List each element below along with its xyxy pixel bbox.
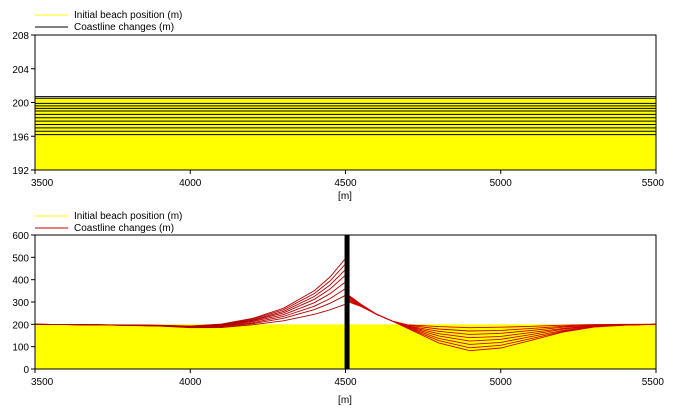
coastline-series-left	[34, 303, 346, 329]
x-axis-label: [m]	[338, 395, 352, 406]
legend-initial: Initial beach position (m)	[74, 10, 182, 21]
x-axis-label: [m]	[338, 191, 352, 202]
y-tick-label: 200	[12, 99, 29, 110]
groyne-structure	[344, 235, 350, 369]
bottom-chart: Initial beach position (m) Coastline cha…	[12, 211, 664, 406]
y-tick-label: 196	[12, 132, 29, 143]
y-tick-label: 400	[12, 276, 29, 287]
coastline-series-right	[348, 301, 656, 329]
coastline-series-left	[34, 258, 346, 327]
x-tick-label: 4500	[334, 178, 357, 189]
y-tick-label: 600	[12, 231, 29, 242]
x-tick-label: 3500	[31, 178, 54, 189]
x-tick-label: 4000	[179, 377, 202, 388]
x-tick-label: 5500	[642, 377, 665, 388]
y-tick-label: 204	[12, 65, 29, 76]
x-tick-label: 5000	[490, 377, 513, 388]
x-tick-label: 4000	[179, 178, 202, 189]
y-tick-label: 500	[12, 253, 29, 264]
x-tick-label: 3500	[31, 377, 54, 388]
x-tick-label: 4500	[334, 377, 357, 388]
legend-changes: Coastline changes (m)	[74, 22, 174, 33]
coastline-series-right	[348, 294, 657, 352]
x-tick-label: 5000	[490, 178, 513, 189]
y-tick-label: 0	[23, 365, 29, 376]
coastline-series-left	[34, 263, 346, 327]
x-tick-label: 5500	[642, 178, 665, 189]
top-chart: Initial beach position (m) Coastline cha…	[12, 10, 664, 202]
y-tick-label: 200	[12, 320, 29, 331]
y-tick-label: 208	[12, 31, 29, 42]
y-tick-label: 300	[12, 298, 29, 309]
y-tick-label: 192	[12, 166, 29, 177]
coastline-series-left	[34, 274, 346, 328]
coastline-series-left	[34, 288, 346, 328]
legend-changes: Coastline changes (m)	[74, 223, 174, 234]
y-tick-label: 100	[12, 343, 29, 354]
legend-initial: Initial beach position (m)	[74, 211, 182, 222]
